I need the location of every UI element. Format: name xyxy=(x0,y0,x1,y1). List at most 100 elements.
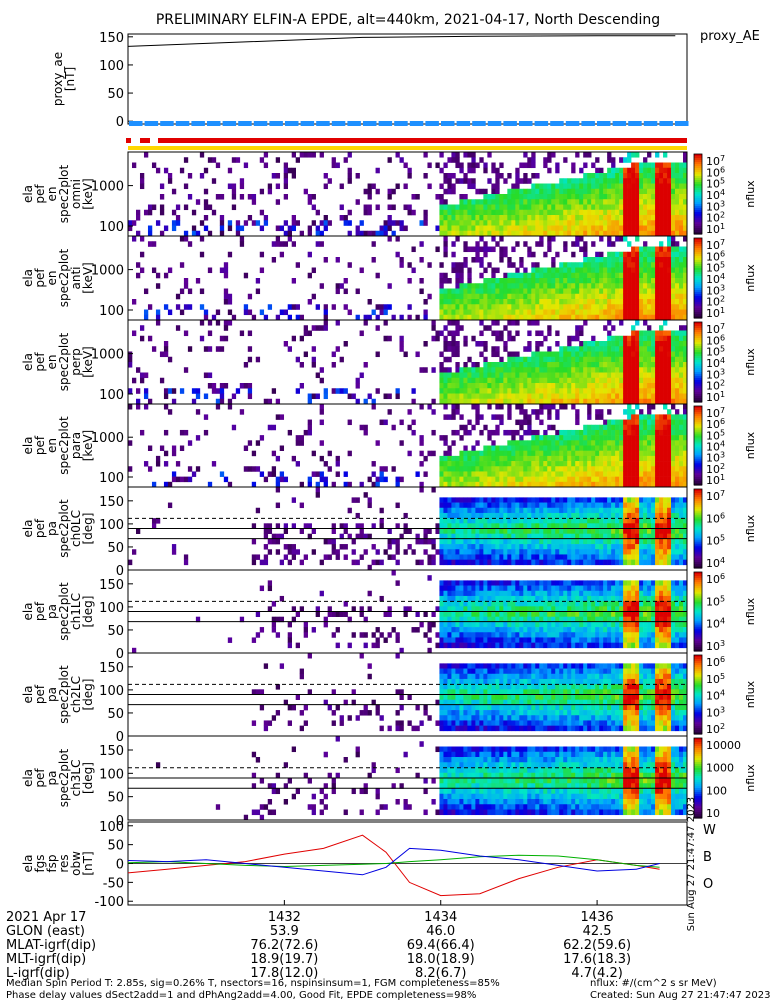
heatmap-cell xyxy=(503,398,508,405)
heatmap-cell xyxy=(483,476,488,483)
heatmap-cell xyxy=(683,257,688,263)
heatmap-cell xyxy=(591,220,596,226)
colorbar-cell xyxy=(694,421,702,425)
heatmap-cell xyxy=(559,393,564,400)
heatmap-cell xyxy=(527,481,532,488)
heatmap-cell xyxy=(659,419,664,426)
heatmap-cell xyxy=(479,283,484,289)
heatmap-cell xyxy=(683,173,688,179)
heatmap-cell xyxy=(599,383,604,389)
heatmap-cell xyxy=(475,481,480,488)
heatmap-cell xyxy=(483,241,488,247)
heatmap-cell xyxy=(511,538,516,545)
heatmap-cell xyxy=(243,220,249,226)
heatmap-cell xyxy=(439,330,444,337)
heatmap-cell xyxy=(575,419,580,426)
heatmap-cell xyxy=(671,351,676,358)
y-tick-label: 150 xyxy=(99,31,124,46)
heatmap-cell xyxy=(651,178,656,184)
heatmap-cell xyxy=(455,152,460,158)
colorbar-frame xyxy=(693,237,703,319)
heatmap-cell xyxy=(511,304,516,310)
heatmap-cell xyxy=(591,383,596,389)
heatmap-cell xyxy=(459,162,464,169)
heatmap-cell xyxy=(639,538,644,545)
heatmap-cell xyxy=(439,309,444,316)
heatmap-cell xyxy=(587,414,592,420)
heatmap-cell xyxy=(667,299,672,305)
heatmap-cell xyxy=(319,409,324,415)
heatmap-cell xyxy=(663,335,668,342)
heatmap-cell xyxy=(643,523,648,529)
y-tick-label: 1000 xyxy=(91,264,124,279)
heatmap-cell xyxy=(523,225,528,232)
colorbar-cell xyxy=(694,326,702,329)
heatmap-cell xyxy=(659,335,664,342)
heatmap-cell xyxy=(579,388,584,394)
heatmap-cell xyxy=(263,220,269,226)
heatmap-cell xyxy=(439,272,444,279)
heatmap-cell xyxy=(611,341,616,347)
heatmap-cell xyxy=(531,507,536,514)
heatmap-cell xyxy=(443,507,448,514)
heatmap-cell xyxy=(631,388,636,394)
heatmap-cell xyxy=(603,299,608,305)
heatmap-cell xyxy=(519,404,524,410)
heatmap-cell xyxy=(579,518,584,524)
heatmap-cell xyxy=(507,367,512,373)
heatmap-cell xyxy=(547,461,552,467)
heatmap-cell xyxy=(431,544,436,550)
heatmap-cell xyxy=(647,288,652,295)
heatmap-cell xyxy=(543,481,548,488)
heatmap-cell xyxy=(647,549,652,555)
heatmap-cell xyxy=(559,476,564,483)
heatmap-cell xyxy=(387,236,392,242)
heatmap-cell xyxy=(563,388,568,394)
heatmap-cell xyxy=(483,523,488,529)
heatmap-cell xyxy=(423,220,428,226)
heatmap-cell xyxy=(128,225,133,232)
heatmap-cell xyxy=(267,528,273,534)
heatmap-cell xyxy=(635,554,640,560)
heatmap-cell xyxy=(623,372,628,379)
heatmap-cell xyxy=(503,450,508,457)
colorbar-cell xyxy=(694,467,702,470)
heatmap-cell xyxy=(643,309,648,316)
heatmap-cell xyxy=(215,320,221,326)
heatmap-cell xyxy=(507,194,512,200)
heatmap-cell xyxy=(523,440,528,446)
heatmap-cell xyxy=(655,257,660,263)
heatmap-cell xyxy=(655,225,660,232)
heatmap-cell xyxy=(583,372,588,379)
heatmap-cell xyxy=(603,538,608,545)
heatmap-cell xyxy=(651,341,656,347)
heatmap-cell xyxy=(619,320,624,326)
heatmap-cell xyxy=(511,388,516,394)
heatmap-cell xyxy=(615,554,620,560)
heatmap-cell xyxy=(139,325,145,331)
heatmap-cell xyxy=(407,544,412,550)
heatmap-cell xyxy=(515,544,520,550)
heatmap-cell xyxy=(471,383,476,389)
heatmap-cell xyxy=(555,435,560,441)
heatmap-cell xyxy=(683,383,688,389)
heatmap-cell xyxy=(615,194,620,200)
heatmap-cell xyxy=(519,549,524,555)
heatmap-cell xyxy=(359,372,364,379)
heatmap-cell xyxy=(503,346,508,352)
heatmap-cell xyxy=(147,230,153,237)
heatmap-cell xyxy=(499,330,504,337)
panels: 150100500proxy_ae[nT]proxy_AE1000100elap… xyxy=(21,29,760,931)
heatmap-cell xyxy=(459,507,464,514)
heatmap-cell xyxy=(583,429,588,436)
heatmap-cell xyxy=(483,554,488,560)
heatmap-cell xyxy=(507,466,512,472)
y-tick-label: 100 xyxy=(99,471,124,486)
heatmap-cell xyxy=(531,549,536,555)
heatmap-cell xyxy=(571,404,576,410)
heatmap-cell xyxy=(419,241,424,247)
heatmap-cell xyxy=(479,351,484,358)
heatmap-cell xyxy=(491,194,496,200)
heatmap-cell xyxy=(279,414,285,420)
heatmap-cell xyxy=(599,450,604,457)
